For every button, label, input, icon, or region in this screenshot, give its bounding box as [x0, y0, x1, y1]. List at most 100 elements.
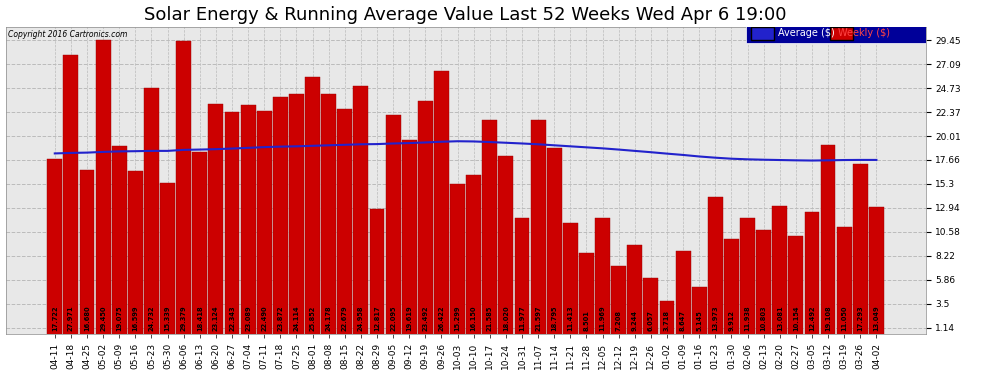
Text: 24.732: 24.732: [148, 306, 154, 331]
Bar: [724, 238, 739, 339]
Text: 22.343: 22.343: [229, 306, 235, 331]
FancyBboxPatch shape: [750, 27, 774, 40]
Bar: [788, 236, 803, 339]
Text: 23.872: 23.872: [277, 306, 283, 331]
Bar: [482, 120, 497, 339]
Text: 8.647: 8.647: [680, 310, 686, 331]
Text: 11.977: 11.977: [519, 306, 525, 331]
Bar: [96, 40, 111, 339]
Text: 22.095: 22.095: [390, 306, 396, 331]
Bar: [692, 287, 707, 339]
Bar: [386, 115, 401, 339]
Text: 26.422: 26.422: [439, 306, 445, 331]
Text: 23.089: 23.089: [246, 306, 251, 331]
Text: 15.299: 15.299: [454, 306, 460, 331]
Bar: [837, 227, 851, 339]
Bar: [499, 156, 513, 339]
Text: 27.971: 27.971: [68, 306, 74, 331]
Text: 23.492: 23.492: [423, 306, 429, 331]
Bar: [209, 105, 224, 339]
Text: 11.050: 11.050: [842, 306, 847, 331]
Bar: [144, 88, 158, 339]
Bar: [192, 152, 207, 339]
Text: 9.912: 9.912: [729, 310, 735, 331]
Text: 19.108: 19.108: [825, 306, 831, 331]
Bar: [434, 71, 448, 339]
Text: 18.795: 18.795: [551, 306, 557, 331]
Text: 7.208: 7.208: [616, 310, 622, 331]
Bar: [741, 218, 755, 339]
Bar: [321, 94, 336, 339]
Bar: [546, 148, 561, 339]
Text: 24.178: 24.178: [326, 306, 332, 331]
Bar: [853, 164, 867, 339]
Text: 16.150: 16.150: [470, 306, 476, 331]
Bar: [450, 184, 465, 339]
Bar: [289, 94, 304, 339]
Bar: [369, 209, 384, 339]
Text: 24.114: 24.114: [293, 306, 299, 331]
Bar: [79, 170, 94, 339]
Text: 29.379: 29.379: [180, 306, 187, 331]
Text: Copyright 2016 Cartronics.com: Copyright 2016 Cartronics.com: [8, 30, 128, 39]
Text: 8.501: 8.501: [583, 310, 589, 331]
Bar: [225, 112, 240, 339]
FancyBboxPatch shape: [746, 23, 926, 44]
Bar: [466, 175, 481, 339]
Text: 13.049: 13.049: [873, 306, 879, 331]
Text: 11.413: 11.413: [567, 306, 573, 331]
Text: 3.718: 3.718: [664, 310, 670, 331]
Text: 21.597: 21.597: [536, 306, 542, 331]
Text: 9.244: 9.244: [632, 310, 638, 331]
Bar: [676, 252, 690, 339]
Title: Solar Energy & Running Average Value Last 52 Weeks Wed Apr 6 19:00: Solar Energy & Running Average Value Las…: [145, 6, 787, 24]
Text: 15.339: 15.339: [164, 306, 170, 331]
Bar: [515, 217, 530, 339]
Bar: [305, 77, 320, 339]
Text: Weekly ($): Weekly ($): [839, 28, 890, 38]
Text: 24.958: 24.958: [358, 306, 364, 331]
Text: 11.969: 11.969: [600, 306, 606, 331]
Text: 19.619: 19.619: [406, 306, 412, 331]
Bar: [869, 207, 884, 339]
Text: 21.585: 21.585: [487, 306, 493, 331]
Bar: [628, 245, 643, 339]
Text: 13.081: 13.081: [777, 306, 783, 331]
Bar: [595, 218, 610, 339]
Bar: [531, 120, 545, 339]
Text: 12.492: 12.492: [809, 306, 815, 331]
Text: 23.124: 23.124: [213, 306, 219, 331]
Bar: [353, 86, 368, 339]
Text: 17.722: 17.722: [51, 306, 57, 331]
Text: 5.145: 5.145: [696, 310, 702, 331]
Bar: [563, 224, 578, 339]
Bar: [659, 302, 674, 339]
Text: 22.679: 22.679: [342, 306, 347, 331]
Bar: [128, 171, 143, 339]
Text: 16.599: 16.599: [133, 306, 139, 331]
FancyBboxPatch shape: [830, 27, 853, 40]
Bar: [63, 55, 78, 339]
Bar: [644, 278, 658, 339]
Text: 11.938: 11.938: [744, 306, 750, 331]
Bar: [756, 230, 771, 339]
Text: 18.418: 18.418: [197, 306, 203, 331]
Text: 6.057: 6.057: [647, 310, 653, 331]
Bar: [418, 101, 433, 339]
Text: 29.450: 29.450: [100, 306, 106, 331]
Text: 12.817: 12.817: [374, 306, 380, 331]
Bar: [176, 41, 191, 339]
Bar: [821, 145, 836, 339]
Text: 18.020: 18.020: [503, 306, 509, 331]
Bar: [338, 109, 352, 339]
Bar: [112, 146, 127, 339]
Text: 10.154: 10.154: [793, 306, 799, 331]
Text: Average ($): Average ($): [778, 28, 836, 38]
Text: 13.973: 13.973: [713, 306, 719, 331]
Bar: [708, 197, 723, 339]
Text: 22.490: 22.490: [261, 306, 267, 331]
Bar: [805, 212, 820, 339]
Text: 16.680: 16.680: [84, 306, 90, 331]
Bar: [241, 105, 255, 339]
Bar: [402, 140, 417, 339]
